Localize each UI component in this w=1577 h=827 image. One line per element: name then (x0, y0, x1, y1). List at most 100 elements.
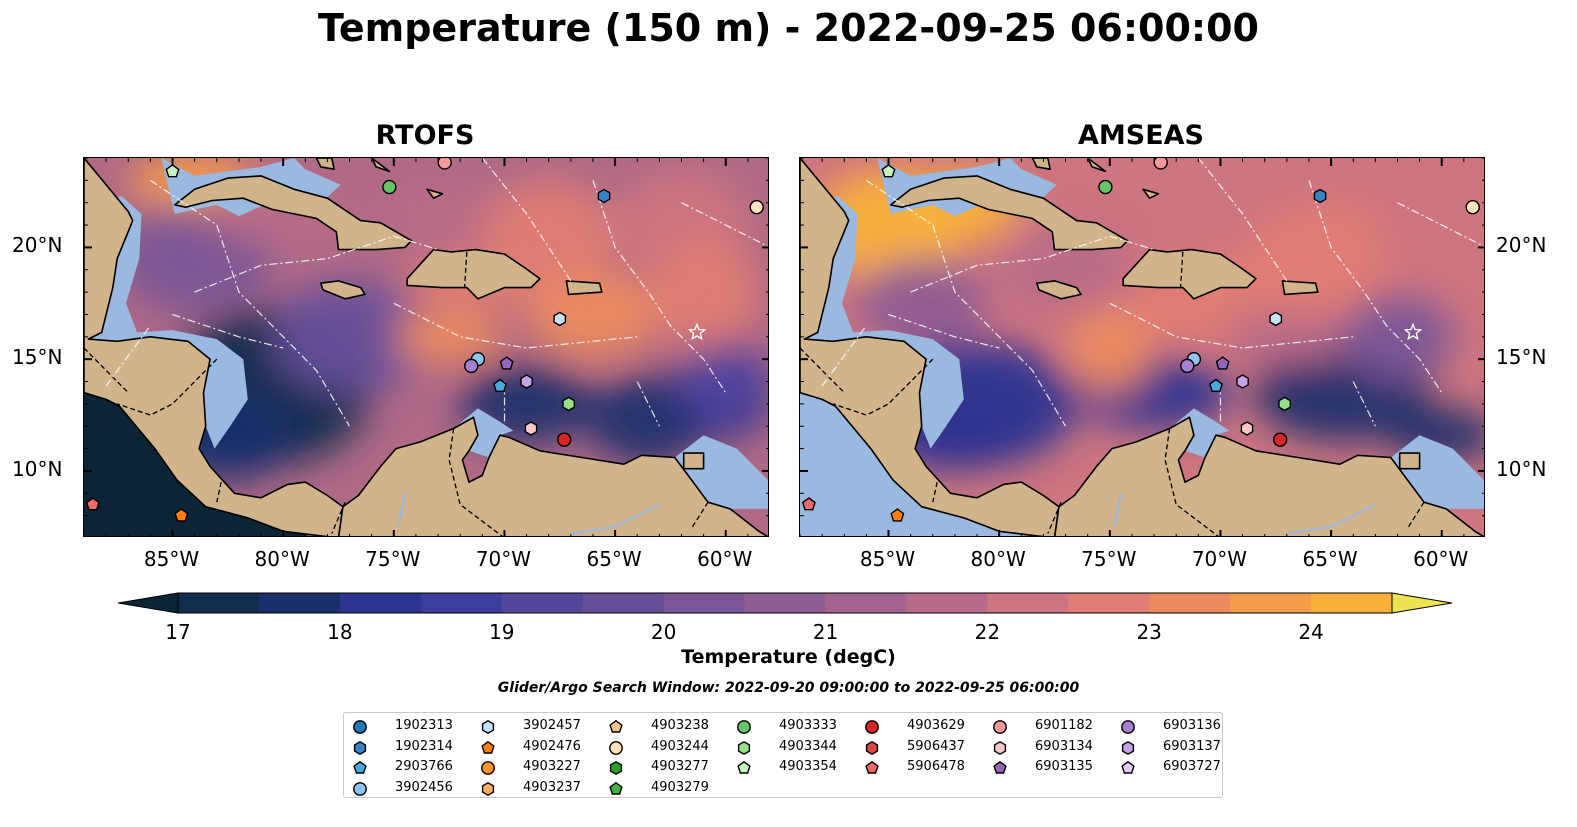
legend-marker-circle-icon (353, 781, 367, 796)
search-window-text: Glider/Argo Search Window: 2022-09-20 09… (497, 680, 1080, 696)
float-marker-4903244 (1465, 199, 1480, 215)
eez-boundary (1308, 180, 1443, 394)
legend-marker-hexagon-icon (737, 740, 751, 755)
colorbar-tick-label: 23 (1136, 620, 1162, 644)
legend-marker-pentagon-icon (737, 760, 751, 774)
lon-tick-label: 85°W (859, 547, 916, 571)
float-marker-5906478 (85, 497, 100, 511)
country-border (800, 347, 845, 394)
float-marker-6903135 (1215, 356, 1230, 370)
colorbar-segment (987, 593, 1069, 613)
figure-title: Temperature (150 m) - 2022-09-25 06:00:0… (317, 6, 1259, 50)
country-border (1047, 501, 1062, 534)
lon-tick-label: 75°W (365, 547, 421, 571)
colorbar-tick-label: 18 (327, 620, 353, 644)
colorbar-segment (1311, 593, 1393, 613)
legend-label: 3902457 (523, 718, 581, 733)
float-marker-6903136 (464, 358, 479, 374)
land-mass (565, 280, 603, 296)
lon-tick-label: 60°W (697, 547, 753, 571)
legend-label: 4903227 (523, 759, 581, 774)
float-marker-4903333 (382, 179, 397, 195)
lon-tick-label: 65°W (586, 547, 642, 571)
land-mass (426, 188, 444, 200)
legend-label: 4903279 (651, 779, 709, 795)
legend-label: 6903135 (1035, 759, 1093, 774)
legend-marker-pentagon-icon (353, 760, 367, 774)
land-mass (173, 175, 413, 251)
legend-label: 1902313 (395, 718, 453, 733)
colorbar-tick-label: 22 (974, 620, 1001, 644)
country-border (1164, 428, 1219, 536)
country-border (463, 251, 468, 288)
float-marker-6903137 (1236, 374, 1249, 389)
colorbar-segment (1149, 593, 1231, 613)
shallow-water-area (453, 408, 514, 458)
lat-tick-label-left: 20°N (12, 233, 63, 258)
land-mass (315, 158, 335, 170)
lon-tick-label: 70°W (475, 547, 532, 571)
lat-tick-label-right: 20°N (1496, 233, 1547, 258)
float-marker-6903137 (520, 374, 533, 389)
amseas-map[interactable] (799, 157, 1485, 537)
legend-marker-hexagon-icon (609, 760, 623, 776)
legend-label: 6903137 (1163, 738, 1221, 754)
legend-marker-pentagon-icon (481, 740, 495, 754)
panel-title-amseas: AMSEAS (1078, 120, 1204, 151)
land-mass (1142, 188, 1160, 200)
land-mass (800, 158, 1060, 536)
country-border (1407, 501, 1425, 528)
country-border (116, 358, 218, 416)
colorbar-segment (178, 593, 260, 613)
legend-label: 4903344 (779, 738, 837, 754)
float-marker-1902314 (597, 188, 611, 204)
eez-boundary (681, 202, 768, 248)
legend-marker-hexagon-icon (993, 740, 1007, 755)
colorbar-segment (744, 593, 826, 613)
lon-tick-label: 80°W (254, 547, 310, 571)
land-mass (337, 416, 768, 536)
legend-marker-circle-icon (353, 720, 367, 734)
legend-marker-pentagon-icon (865, 760, 879, 774)
eez-boundary (105, 325, 151, 387)
land-mass (682, 452, 705, 470)
temperature-colorbar (118, 592, 1452, 614)
legend-label: 5906437 (907, 738, 965, 754)
rtofs-map[interactable] (83, 157, 769, 537)
eez-boundary (888, 313, 1000, 349)
legend-label: 2903766 (395, 759, 453, 774)
float-marker-2903766 (492, 378, 508, 393)
colorbar-tick-label: 24 (1298, 620, 1324, 644)
legend-label: 4902476 (523, 738, 581, 754)
colorbar-segment (339, 593, 422, 613)
legend-label: 4903237 (523, 779, 581, 795)
legend-marker-hexagon-icon (865, 740, 879, 755)
country-border (448, 428, 503, 536)
float-marker-6901182 (437, 158, 452, 170)
lat-tick-label-right: 10°N (1496, 456, 1547, 481)
land-mass (1122, 248, 1257, 300)
country-border (1179, 251, 1184, 288)
eez-boundary (866, 179, 1067, 427)
legend-marker-hexagon-icon (1121, 740, 1135, 755)
land-mass (84, 158, 344, 536)
star-icon (1403, 322, 1423, 341)
float-marker-4903344 (1278, 396, 1291, 412)
eez-boundary (150, 179, 351, 427)
legend-marker-pentagon-icon (1121, 760, 1135, 774)
legend-label: 4903629 (907, 718, 965, 733)
float-marker-4903333 (1098, 179, 1113, 195)
country-border (832, 358, 934, 416)
lon-tick-label: 85°W (143, 547, 200, 571)
land-mass (406, 248, 541, 300)
land-mass (1086, 158, 1107, 173)
float-marker-2903766 (1208, 378, 1224, 393)
legend-label: 1902314 (395, 738, 453, 754)
eez-boundary (172, 313, 284, 349)
land-mass (1031, 158, 1051, 170)
legend-marker-hexagon-icon (353, 740, 367, 755)
lon-tick-label: 60°W (1413, 547, 1469, 571)
legend-marker-pentagon-icon (609, 719, 623, 733)
float-marker-6903135 (499, 356, 514, 370)
colorbar-segment (1230, 593, 1312, 613)
